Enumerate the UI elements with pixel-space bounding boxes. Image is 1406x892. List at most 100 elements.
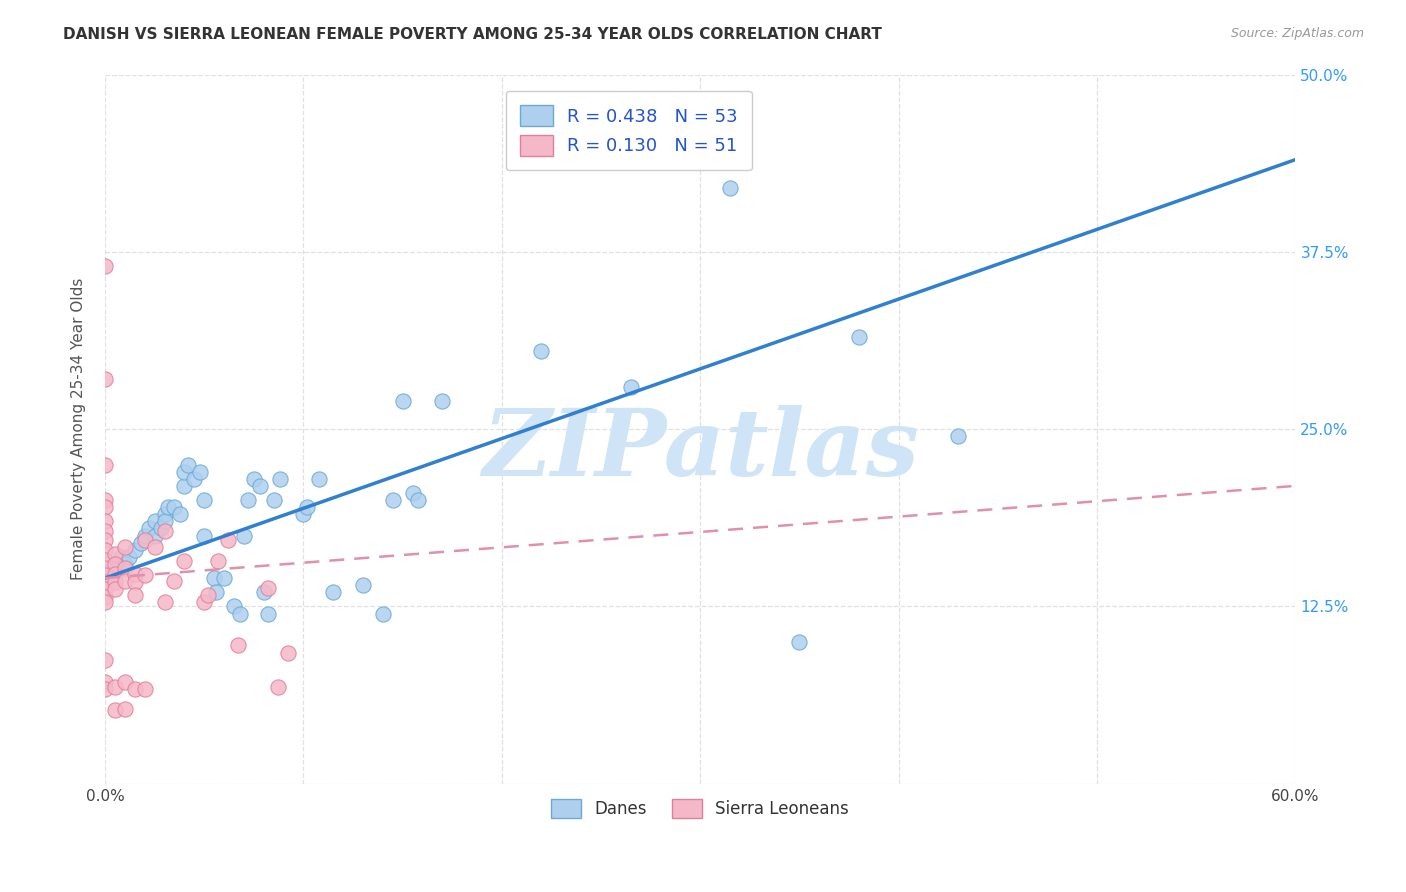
- Point: [173, 554, 195, 568]
- Point: [391, 393, 413, 408]
- Point: [249, 479, 271, 493]
- Point: [114, 701, 136, 715]
- Point: [193, 595, 215, 609]
- Point: [266, 680, 288, 694]
- Point: [253, 585, 276, 599]
- Point: [124, 681, 146, 696]
- Point: [114, 561, 136, 575]
- Point: [143, 514, 166, 528]
- Point: [143, 528, 166, 542]
- Point: [94, 568, 117, 582]
- Point: [308, 472, 330, 486]
- Point: [197, 588, 219, 602]
- Point: [94, 533, 117, 547]
- Point: [94, 524, 117, 539]
- Point: [432, 393, 454, 408]
- Point: [530, 344, 553, 359]
- Point: [381, 493, 404, 508]
- Point: [620, 379, 643, 393]
- Point: [114, 540, 136, 554]
- Point: [94, 493, 117, 508]
- Point: [129, 535, 152, 549]
- Point: [114, 557, 136, 571]
- Point: [177, 458, 200, 472]
- Point: [408, 493, 430, 508]
- Point: [110, 549, 132, 564]
- Point: [134, 533, 156, 547]
- Point: [94, 590, 117, 604]
- Point: [269, 472, 291, 486]
- Point: [94, 561, 117, 575]
- Point: [134, 568, 156, 582]
- Point: [256, 581, 278, 595]
- Point: [104, 547, 127, 561]
- Point: [173, 465, 195, 479]
- Point: [207, 554, 229, 568]
- Point: [205, 585, 228, 599]
- Point: [94, 500, 117, 515]
- Point: [153, 507, 176, 521]
- Point: [94, 552, 117, 566]
- Point: [94, 681, 117, 696]
- Point: [193, 493, 215, 508]
- Point: [124, 542, 146, 557]
- Point: [848, 330, 870, 344]
- Point: [104, 680, 127, 694]
- Point: [226, 638, 249, 652]
- Point: [149, 521, 172, 535]
- Point: [118, 549, 141, 564]
- Point: [94, 595, 117, 609]
- Point: [163, 500, 186, 515]
- Point: [143, 540, 166, 554]
- Point: [94, 372, 117, 386]
- Point: [946, 429, 969, 443]
- Point: [94, 582, 117, 597]
- Point: [229, 607, 252, 621]
- Point: [157, 500, 180, 515]
- Point: [292, 507, 315, 521]
- Point: [104, 582, 127, 597]
- Point: [153, 514, 176, 528]
- Point: [124, 566, 146, 581]
- Point: [169, 507, 191, 521]
- Point: [352, 578, 374, 592]
- Point: [232, 528, 254, 542]
- Point: [104, 566, 127, 581]
- Y-axis label: Female Poverty Among 25-34 Year Olds: Female Poverty Among 25-34 Year Olds: [72, 278, 86, 581]
- Point: [114, 574, 136, 588]
- Point: [114, 674, 136, 689]
- Text: DANISH VS SIERRA LEONEAN FEMALE POVERTY AMONG 25-34 YEAR OLDS CORRELATION CHART: DANISH VS SIERRA LEONEAN FEMALE POVERTY …: [63, 27, 882, 42]
- Point: [94, 458, 117, 472]
- Point: [163, 574, 186, 588]
- Point: [104, 575, 127, 590]
- Point: [94, 674, 117, 689]
- Point: [212, 571, 235, 585]
- Point: [401, 486, 423, 500]
- Point: [94, 542, 117, 557]
- Point: [277, 646, 299, 660]
- Point: [94, 575, 117, 590]
- Point: [173, 479, 195, 493]
- Point: [94, 259, 117, 273]
- Point: [236, 493, 259, 508]
- Point: [243, 472, 266, 486]
- Point: [193, 528, 215, 542]
- Point: [104, 703, 127, 717]
- Point: [188, 465, 211, 479]
- Point: [322, 585, 344, 599]
- Point: [104, 557, 127, 571]
- Point: [94, 514, 117, 528]
- Point: [124, 588, 146, 602]
- Point: [789, 635, 811, 649]
- Point: [153, 524, 176, 539]
- Point: [94, 653, 117, 667]
- Point: [718, 181, 741, 195]
- Point: [263, 493, 285, 508]
- Point: [134, 528, 156, 542]
- Point: [217, 533, 239, 547]
- Point: [202, 571, 225, 585]
- Point: [297, 500, 319, 515]
- Point: [124, 575, 146, 590]
- Point: [222, 599, 245, 614]
- Point: [183, 472, 205, 486]
